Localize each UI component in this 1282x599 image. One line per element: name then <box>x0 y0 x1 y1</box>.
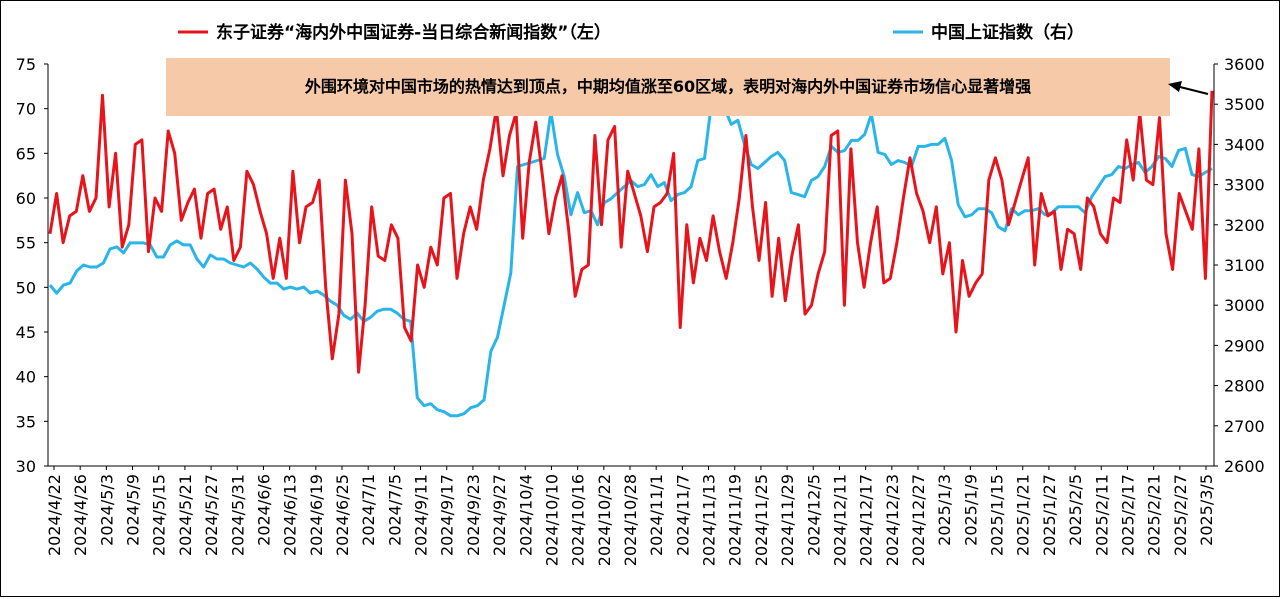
x-tick-label: 2025/1/27 <box>1040 474 1059 556</box>
right-y-tick-label: 3200 <box>1224 216 1265 235</box>
x-tick-label: 2024/12/23 <box>883 474 902 566</box>
x-tick-label: 2024/11/7 <box>673 474 692 556</box>
axes: 30 35 40 45 50 55 60 65 70 75 2600 2700 2800 2900 300… <box>16 55 1265 566</box>
series-line-shanghai-index <box>48 104 1213 418</box>
x-tick-label: 2024/6/25 <box>333 474 352 556</box>
right-y-tick-label: 3400 <box>1224 135 1265 154</box>
series-lines <box>48 90 1214 418</box>
x-tick-label: 2024/10/10 <box>542 474 561 566</box>
x-tick-label: 2024/5/9 <box>124 474 143 546</box>
legend-label-shanghai-index: 中国上证指数（右） <box>931 22 1084 43</box>
right-y-tick-label: 3500 <box>1224 95 1265 114</box>
left-y-axis-ticks: 30 35 40 45 50 55 60 65 70 75 <box>16 55 48 476</box>
legend-label-news-index: 东子证券“海内外中国证券-当日综合新闻指数”（左） <box>216 22 611 43</box>
x-tick-label: 2024/6/13 <box>281 474 300 556</box>
x-tick-label: 2024/5/15 <box>150 474 169 556</box>
right-y-axis-ticks: 2600 2700 2800 2900 3000 3100 3200 3300 3400 3500… <box>1214 55 1265 476</box>
right-y-tick-label: 2800 <box>1224 377 1265 396</box>
x-tick-label: 2024/5/3 <box>97 474 116 546</box>
left-y-tick-label: 70 <box>16 100 36 119</box>
callout-arrow-head <box>1168 81 1182 92</box>
x-tick-label: 2024/10/22 <box>595 474 614 566</box>
x-tick-label: 2024/5/31 <box>228 474 247 556</box>
x-tick-label: 2025/3/5 <box>1197 474 1216 546</box>
left-y-tick-label: 35 <box>16 412 36 431</box>
left-y-tick-label: 50 <box>16 278 36 297</box>
x-tick-label: 2024/9/11 <box>412 474 431 556</box>
x-tick-label: 2024/5/21 <box>176 474 195 556</box>
x-tick-label: 2024/4/26 <box>71 474 90 556</box>
x-tick-label: 2025/2/17 <box>1118 474 1137 556</box>
x-tick-label: 2024/12/11 <box>830 474 849 566</box>
right-y-tick-label: 3300 <box>1224 176 1265 195</box>
x-tick-label: 2025/1/21 <box>1014 474 1033 556</box>
left-y-tick-label: 60 <box>16 189 36 208</box>
x-tick-label: 2024/9/23 <box>464 474 483 556</box>
x-tick-label: 2025/2/11 <box>1092 474 1111 556</box>
series-line-news-index <box>48 90 1214 374</box>
x-tick-label: 2024/10/4 <box>516 474 535 556</box>
right-y-tick-label: 2600 <box>1224 457 1265 476</box>
x-tick-label: 2025/2/5 <box>1066 474 1085 546</box>
right-y-tick-label: 3100 <box>1224 256 1265 275</box>
x-tick-label: 2024/5/27 <box>202 474 221 556</box>
x-tick-label: 2025/2/27 <box>1171 474 1190 556</box>
x-tick-label: 2024/7/1 <box>359 474 378 546</box>
left-y-tick-label: 45 <box>16 323 36 342</box>
x-tick-label: 2024/11/1 <box>647 474 666 556</box>
x-axis-ticks: 2024/4/22 2024/4/26 2024/5/3 2024/5/9 2024/5… <box>45 466 1216 566</box>
x-tick-label: 2025/2/21 <box>1145 474 1164 556</box>
x-tick-label: 2024/10/16 <box>569 474 588 566</box>
x-tick-label: 2024/12/27 <box>909 474 928 566</box>
x-tick-label: 2024/6/6 <box>254 474 273 546</box>
left-y-tick-label: 40 <box>16 368 36 387</box>
right-y-tick-label: 3600 <box>1224 55 1265 74</box>
x-tick-label: 2025/1/3 <box>935 474 954 546</box>
x-tick-label: 2024/11/13 <box>700 474 719 566</box>
right-y-tick-label: 2900 <box>1224 336 1265 355</box>
x-tick-label: 2024/11/29 <box>778 474 797 566</box>
callout: 外围环境对中国市场的热情达到顶点，中期均值涨至60区域，表明对海内外中国证券市场… <box>166 58 1209 116</box>
right-y-tick-label: 3000 <box>1224 296 1265 315</box>
x-tick-label: 2024/10/28 <box>621 474 640 566</box>
x-tick-label: 2025/1/15 <box>988 474 1007 556</box>
x-tick-label: 2025/1/9 <box>961 474 980 546</box>
x-tick-label: 2024/11/19 <box>726 474 745 566</box>
left-y-tick-label: 65 <box>16 144 36 163</box>
left-y-tick-label: 55 <box>16 234 36 253</box>
left-y-tick-label: 30 <box>16 457 36 476</box>
callout-arrow-shaft <box>1175 85 1209 95</box>
x-tick-label: 2024/12/17 <box>857 474 876 566</box>
x-tick-label: 2024/12/5 <box>804 474 823 556</box>
callout-box <box>166 58 1170 116</box>
x-tick-label: 2024/11/25 <box>752 474 771 566</box>
x-tick-label: 2024/7/5 <box>385 474 404 546</box>
legend: 东子证券“海内外中国证券-当日综合新闻指数”（左） 中国上证指数（右） <box>178 22 1084 43</box>
right-y-tick-label: 2700 <box>1224 417 1265 436</box>
x-tick-label: 2024/6/19 <box>307 474 326 556</box>
left-y-tick-label: 75 <box>16 55 36 74</box>
x-tick-label: 2024/9/17 <box>438 474 457 556</box>
x-tick-label: 2024/4/22 <box>45 474 64 556</box>
callout-text: 外围环境对中国市场的热情达到顶点，中期均值涨至60区域，表明对海内外中国证券市场… <box>304 77 1031 96</box>
x-tick-label: 2024/9/27 <box>490 474 509 556</box>
